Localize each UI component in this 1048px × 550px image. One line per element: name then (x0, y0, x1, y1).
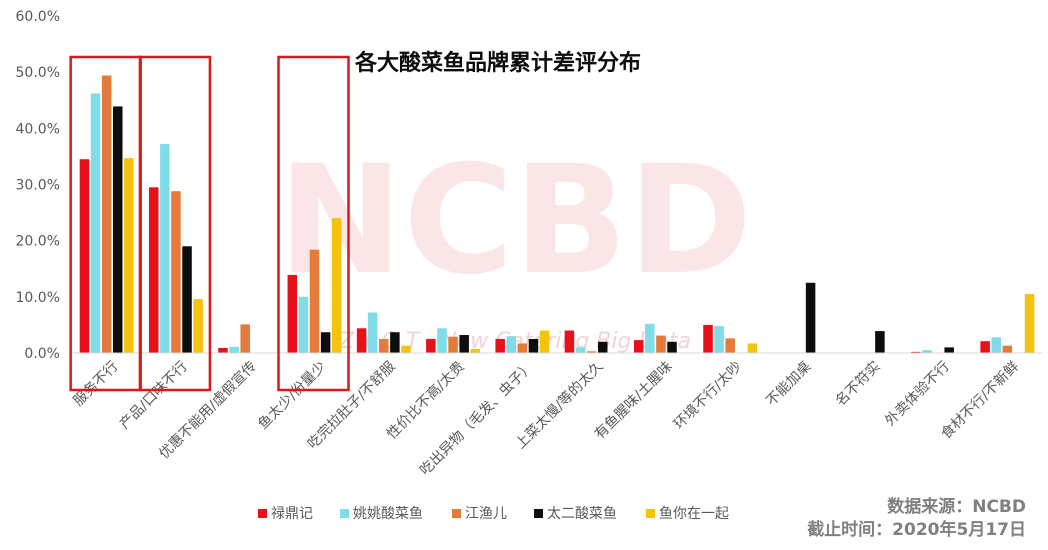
bar-1-4 (367, 312, 378, 353)
bar-2-2 (240, 324, 250, 353)
bar-3-1 (182, 246, 192, 353)
bar-2-5 (448, 336, 458, 353)
legend-swatch-3 (534, 509, 543, 518)
legend-swatch-1 (340, 509, 349, 518)
legend-label: 江渔儿 (465, 506, 507, 522)
bar-0-6 (495, 338, 505, 353)
bar-3-7 (597, 341, 608, 353)
bar-2-9 (725, 338, 735, 353)
y-tick-label: 0.0% (24, 346, 60, 362)
bar-3-10 (805, 282, 816, 353)
bar-0-0 (79, 159, 90, 353)
bar-0-8 (633, 340, 644, 353)
bar-3-0 (112, 106, 123, 353)
x-tick-label: 鱼太少/份量少 (255, 358, 330, 433)
legend-label: 禄鼎记 (271, 506, 313, 522)
legend-swatch-0 (258, 509, 267, 518)
bar-2-3 (309, 249, 320, 353)
bar-2-1 (171, 191, 181, 353)
x-tick-label: 服务不行 (71, 359, 122, 410)
bar-1-13 (991, 337, 1002, 353)
bar-1-12 (922, 350, 932, 353)
bar-3-6 (528, 338, 539, 353)
bar-0-3 (287, 274, 298, 353)
bar-3-11 (875, 331, 885, 353)
highlight-box-1 (138, 55, 212, 392)
bar-3-8 (667, 341, 677, 353)
y-tick-label: 30.0% (16, 178, 60, 194)
bar-4-0 (124, 158, 134, 353)
legend-swatch-4 (646, 509, 655, 518)
bar-1-5 (437, 328, 447, 353)
bar-4-13 (1024, 294, 1035, 353)
source-note: 数据来源：NCBD (887, 497, 1026, 517)
bar-0-12 (911, 351, 921, 353)
bar-2-8 (656, 335, 666, 353)
y-tick-label: 10.0% (16, 290, 60, 306)
legend-label: 姚姚酸菜鱼 (353, 505, 423, 522)
cutoff-date-note: 截止时间：2020年5月17日 (807, 520, 1026, 540)
highlight-box-2 (277, 55, 350, 392)
bar-4-5 (470, 349, 481, 353)
x-tick-label: 吃出异物（毛发、虫子） (417, 359, 537, 479)
x-tick-label: 环境不行/太吵 (671, 359, 745, 433)
bar-1-8 (645, 323, 655, 353)
bar-0-13 (980, 341, 990, 353)
legend: 禄鼎记 姚姚酸菜鱼 江渔儿 太二酸菜鱼 鱼你在一起 (258, 505, 729, 522)
y-tick-label: 20.0% (16, 234, 60, 250)
legend-label: 鱼你在一起 (659, 505, 729, 522)
bar-3-3 (320, 332, 331, 353)
bar-2-4 (379, 338, 389, 353)
bar-4-1 (193, 299, 203, 353)
bar-0-2 (218, 347, 228, 353)
bar-1-1 (160, 144, 170, 353)
watermark-logo: NCBD (278, 134, 752, 308)
bar-1-3 (298, 296, 309, 353)
bar-3-4 (390, 332, 400, 353)
bar-4-3 (331, 218, 342, 353)
bar-2-0 (101, 75, 112, 353)
bar-3-5 (459, 335, 469, 353)
legend-label: 太二酸菜鱼 (547, 505, 617, 522)
bar-0-5 (426, 338, 436, 353)
highlight-boxes (69, 55, 350, 392)
x-tick-label: 外卖体验不行 (882, 359, 953, 430)
x-axis: 服务不行产品/口味不行优惠不能用/虚假宣传鱼太少/份量少吃完拉肚子/不舒服性价比… (71, 358, 1023, 479)
bar-2-6 (517, 343, 528, 353)
bar-4-6 (539, 330, 550, 353)
legend-swatch-2 (452, 509, 461, 518)
x-tick-label: 不能加桌 (763, 359, 814, 410)
x-tick-label: 名不符实 (833, 359, 884, 410)
bar-1-2 (229, 346, 239, 353)
bar-1-7 (575, 347, 586, 353)
bar-1-9 (714, 326, 724, 353)
bar-3-12 (944, 347, 954, 353)
y-axis: 0.0% 10.0% 20.0% 30.0% 40.0% 50.0% 60.0% (16, 9, 60, 362)
bars (79, 75, 1035, 353)
bar-0-7 (564, 330, 575, 353)
bar-4-4 (401, 345, 411, 353)
bar-1-0 (90, 93, 101, 353)
bar-2-7 (586, 351, 597, 353)
chart-title: 各大酸菜鱼品牌累计差评分布 (354, 50, 641, 76)
bar-4-9 (747, 343, 758, 353)
bar-1-6 (506, 336, 517, 353)
x-tick-label: 产品/口味不行 (117, 359, 191, 433)
y-tick-label: 50.0% (16, 65, 60, 81)
bar-2-13 (1002, 345, 1013, 353)
bar-0-1 (148, 187, 159, 353)
bar-0-9 (703, 324, 713, 353)
y-tick-label: 60.0% (16, 9, 60, 25)
y-tick-label: 40.0% (16, 121, 60, 137)
bar-0-4 (356, 328, 367, 353)
